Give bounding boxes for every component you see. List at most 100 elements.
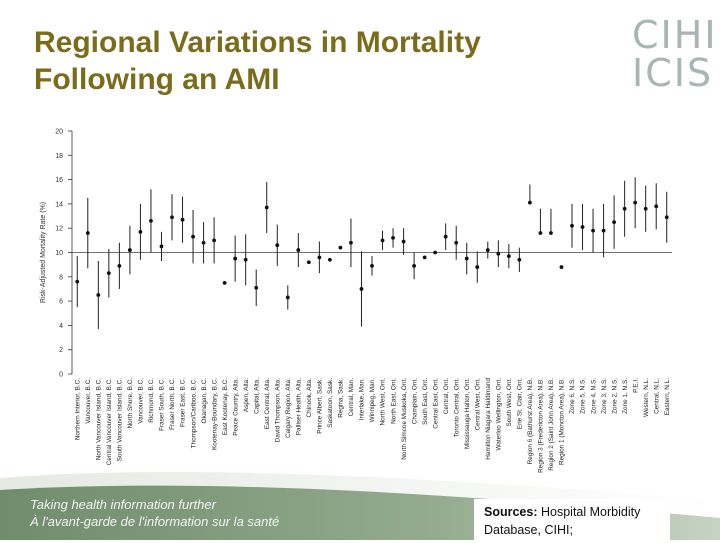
sources-note: Sources: Hospital Morbidity Database, CI… xyxy=(474,499,670,543)
tagline-english: Taking health information further xyxy=(30,497,216,512)
x-tick-label: Central, Man. xyxy=(348,378,355,417)
x-tick-label: Toronto Central, Ont. xyxy=(453,378,460,438)
y-tick-label: 8 xyxy=(59,274,63,281)
x-tick-label: North East, Ont. xyxy=(390,378,397,424)
x-tick-label: Region 1 (Moncton Area), N.B. xyxy=(559,378,566,465)
data-point xyxy=(106,271,111,276)
data-point xyxy=(454,240,459,245)
data-point xyxy=(612,220,617,225)
data-point xyxy=(75,279,80,284)
y-tick-label: 20 xyxy=(55,129,63,136)
data-point xyxy=(275,243,280,248)
data-point xyxy=(285,295,290,300)
x-tick-label: Zone 5, N.S. xyxy=(580,378,587,414)
x-tick-label: Aspen, Alta. xyxy=(243,378,250,412)
x-tick-label: Vancouver, B.C. xyxy=(138,378,145,424)
x-tick-label: North Simcoe Muskoka, Ont. xyxy=(401,378,408,460)
x-tick-label: Central West, Ont. xyxy=(474,378,481,431)
data-point xyxy=(654,204,659,209)
data-point xyxy=(433,250,438,255)
y-tick-label: 18 xyxy=(55,153,63,160)
x-tick-label: Vancouver, B.C. xyxy=(85,378,92,424)
x-tick-label: Western, N.L. xyxy=(643,378,650,417)
data-point xyxy=(117,263,122,268)
y-axis-label: Risk-Adjusted Mortality Rate (%) xyxy=(40,202,47,303)
x-tick-label: Calgary Region, Alta. xyxy=(285,378,292,438)
x-tick-label: South West, Ont. xyxy=(506,378,513,427)
data-point xyxy=(401,239,406,244)
data-point xyxy=(96,293,101,297)
data-point xyxy=(180,217,185,222)
data-point xyxy=(212,238,217,243)
x-tick-label: Central East, Ont. xyxy=(432,378,439,429)
data-point xyxy=(380,238,385,243)
x-tick-label: Hamilton Niagara Haldimand xyxy=(485,378,492,460)
x-tick-label: South East, Ont. xyxy=(422,378,429,425)
x-tick-label: East Kootenay, B.C. xyxy=(222,378,229,435)
x-tick-label: North Vancouver Island, B.C. xyxy=(96,378,103,461)
data-point xyxy=(601,228,606,233)
x-tick-label: Zone 6, N.S. xyxy=(569,378,576,414)
x-tick-label: Zone 2, N.S. xyxy=(611,378,618,414)
x-tick-label: Fraser South, B.C. xyxy=(159,378,166,431)
x-tick-label: Zone 3, N.S. xyxy=(601,378,608,414)
x-tick-label: P.E.I. xyxy=(632,378,639,393)
x-tick-label: Saskatoon, Sask. xyxy=(327,378,334,428)
data-point xyxy=(517,257,522,262)
data-point xyxy=(580,225,585,229)
data-point xyxy=(149,219,153,223)
y-tick-label: 10 xyxy=(55,250,63,257)
data-point xyxy=(138,229,143,234)
x-tick-label: East Central, Alta. xyxy=(264,378,271,429)
x-tick-label: Central, Ont. xyxy=(443,378,450,414)
data-point xyxy=(559,265,564,269)
data-point xyxy=(496,251,501,256)
data-point xyxy=(506,254,511,259)
data-point xyxy=(443,234,448,239)
data-point xyxy=(643,206,648,211)
data-point xyxy=(254,285,259,290)
x-tick-label: Regina, Sask. xyxy=(338,378,345,418)
data-point xyxy=(475,265,480,269)
x-tick-label: Region 3 (Fredericton Area), N.B. xyxy=(538,378,545,473)
x-tick-label: Zone 1, N.S. xyxy=(622,378,629,414)
sources-text: Hospital Morbidity Database, CIHI; xyxy=(484,505,641,537)
y-tick-label: 2 xyxy=(59,347,63,354)
y-tick-label: 12 xyxy=(55,226,63,233)
data-point xyxy=(317,255,322,260)
data-point xyxy=(549,231,553,235)
data-point xyxy=(159,244,164,249)
x-tick-label: Richmond, B.C. xyxy=(148,378,155,423)
x-tick-label: South Vancouver Island, B.C. xyxy=(117,378,124,462)
x-tick-label: North Shore, B.C. xyxy=(127,378,134,429)
y-tick-label: 16 xyxy=(55,177,63,184)
x-tick-label: Chinook, Alta. xyxy=(306,378,313,418)
x-tick-label: Region 6 (Bathurst Area), N.B. xyxy=(527,378,534,465)
data-point xyxy=(359,287,364,291)
data-point xyxy=(201,240,206,245)
data-point xyxy=(127,248,132,252)
page-title: Regional Variations in Mortality Followi… xyxy=(34,24,594,98)
x-tick-label: Palliser Health, Alta. xyxy=(296,378,303,435)
data-point xyxy=(591,228,595,233)
data-point xyxy=(222,280,227,285)
data-point xyxy=(85,231,90,235)
data-point xyxy=(464,256,469,261)
data-point xyxy=(170,215,174,220)
data-point xyxy=(570,223,574,228)
data-point xyxy=(391,236,395,240)
sources-label: Sources: xyxy=(484,505,538,519)
y-tick-label: 4 xyxy=(59,323,63,330)
logo-line-2: ICIS xyxy=(632,51,714,95)
data-point xyxy=(664,215,669,220)
logo-line-1: CIHI xyxy=(632,13,718,57)
x-tick-label: Capital, Alta. xyxy=(253,378,260,414)
x-tick-label: Northern Interior, B.C. xyxy=(74,378,81,440)
tagline-french: À l'avant-garde de l'information sur la … xyxy=(30,514,280,529)
data-point xyxy=(622,206,627,211)
data-point xyxy=(538,231,543,235)
x-tick-label: Thompson/Cariboo, B.C. xyxy=(190,378,197,449)
x-tick-label: Winnipeg, Man. xyxy=(369,378,376,423)
x-tick-label: Zone 4, N.S. xyxy=(590,378,597,414)
x-tick-label: Waterloo Wellington, Ont. xyxy=(496,378,503,451)
